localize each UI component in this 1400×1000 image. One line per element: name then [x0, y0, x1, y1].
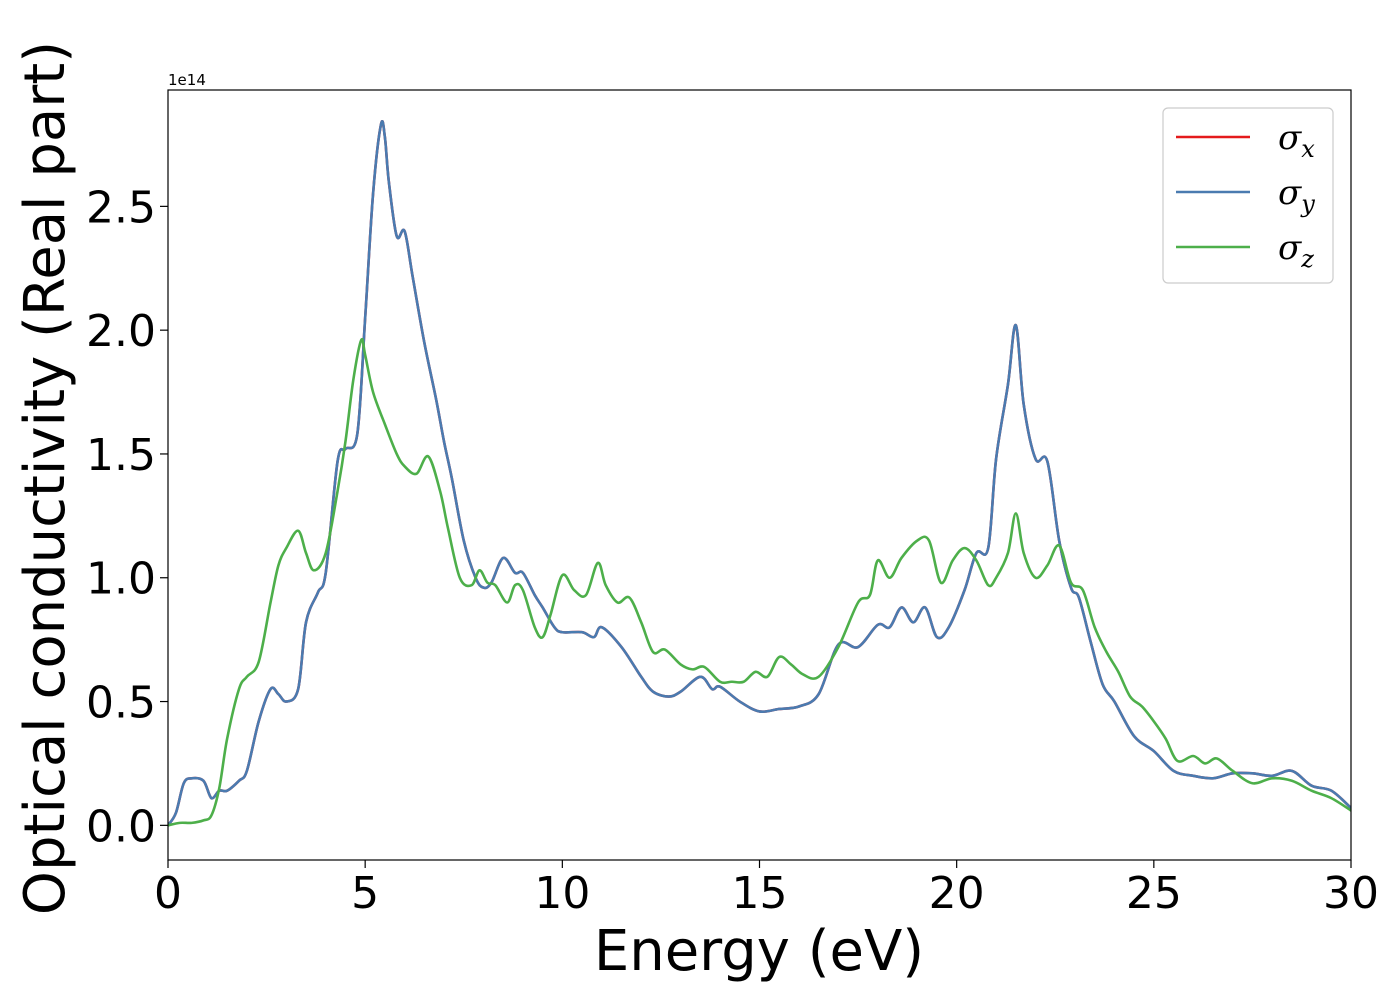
y-tick-label: 2.5: [86, 182, 156, 233]
x-tick-label: 10: [534, 868, 590, 919]
x-tick-label: 15: [732, 868, 788, 919]
y-tick-label: 0.5: [86, 678, 156, 729]
legend-label-y: σy: [1278, 173, 1315, 218]
x-axis: 0 5 10 15 20 25 30: [154, 860, 1379, 919]
legend-box: [1162, 107, 1334, 284]
legend: σx σy σz: [1162, 107, 1334, 284]
x-tick-label: 30: [1323, 868, 1379, 919]
x-tick-label: 5: [351, 868, 379, 919]
x-tick-label: 20: [929, 868, 985, 919]
series-line-y: [168, 119, 1351, 827]
y-tick-label: 2.0: [86, 306, 156, 357]
y-tick-label: 1.5: [86, 430, 156, 481]
x-axis-label: Energy (eV): [594, 919, 924, 984]
y-axis-label: Optical conductivity (Real part): [13, 41, 78, 915]
legend-label-z: σz: [1278, 228, 1314, 273]
x-tick-label: 0: [154, 868, 182, 919]
y-axis-offset-label: 1e14: [168, 71, 206, 89]
series-layer: [168, 119, 1351, 827]
x-tick-label: 25: [1126, 868, 1182, 919]
y-axis: 0.0 0.5 1.0 1.5 2.0 2.5: [86, 182, 168, 852]
legend-label-x: σx: [1278, 118, 1315, 163]
y-tick-label: 0.0: [86, 801, 156, 852]
y-tick-label: 1.0: [86, 554, 156, 605]
series-line-z: [168, 337, 1351, 827]
